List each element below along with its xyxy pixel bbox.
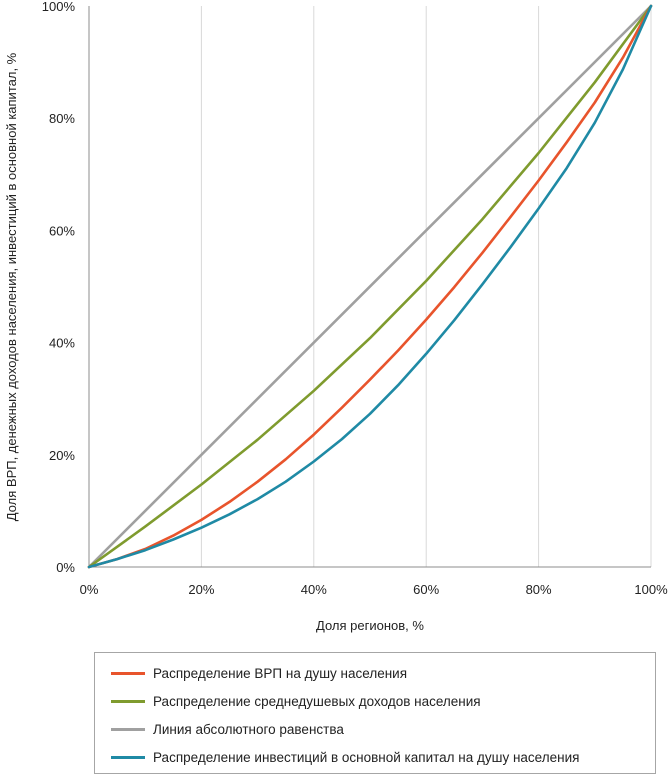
legend-item-income: Распределение среднедушевых доходов насе… — [111, 687, 655, 715]
legend-label-income: Распределение среднедушевых доходов насе… — [153, 693, 481, 709]
y-tick-label: 60% — [49, 223, 75, 238]
series-line-1 — [87, 4, 653, 569]
y-tick-label: 40% — [49, 336, 75, 351]
x-axis-title: Доля регионов, % — [316, 618, 424, 633]
y-tick-label: 20% — [49, 448, 75, 463]
legend-label-equality: Линия абсолютного равенства — [153, 721, 344, 737]
x-tick-label: 40% — [301, 582, 327, 597]
legend-swatch-grp — [111, 671, 145, 675]
x-tick-label: 20% — [188, 582, 214, 597]
legend: Распределение ВРП на душу населения Расп… — [94, 652, 656, 774]
legend-swatch-investment — [111, 755, 145, 759]
gridlines — [200, 6, 652, 567]
y-tick-labels: 0% 20% 40% 60% 80% 100% — [42, 0, 76, 575]
legend-item-equality: Линия абсолютного равенства — [111, 715, 655, 743]
legend-swatch-equality — [111, 727, 145, 731]
x-tick-label: 60% — [413, 582, 439, 597]
y-tick-label: 80% — [49, 111, 75, 126]
legend-label-grp: Распределение ВРП на душу населения — [153, 665, 408, 681]
y-tick-label: 0% — [56, 560, 75, 575]
x-tick-labels: 0% 20% 40% 60% 80% 100% — [80, 582, 668, 597]
x-tick-label: 100% — [634, 582, 668, 597]
legend-item-investment: Распределение инвестиций в основной капи… — [111, 743, 655, 771]
legend-label-investment: Распределение инвестиций в основной капи… — [153, 749, 580, 765]
series-line-0 — [87, 4, 653, 569]
legend-swatch-income — [111, 699, 145, 703]
y-axis-title: Доля ВРП, денежных доходов населения, ин… — [4, 52, 19, 521]
legend-item-grp: Распределение ВРП на душу населения — [111, 659, 655, 687]
x-tick-label: 80% — [526, 582, 552, 597]
series-lines — [87, 4, 653, 569]
series-line-3 — [87, 4, 653, 569]
y-tick-label: 100% — [42, 0, 76, 14]
series-line-2 — [87, 4, 653, 569]
chart: 0% 20% 40% 60% 80% 100% 0% 20% 40% 60% 80% 100% До… — [4, 0, 668, 633]
x-tick-label: 0% — [80, 582, 99, 597]
axes — [88, 6, 651, 568]
